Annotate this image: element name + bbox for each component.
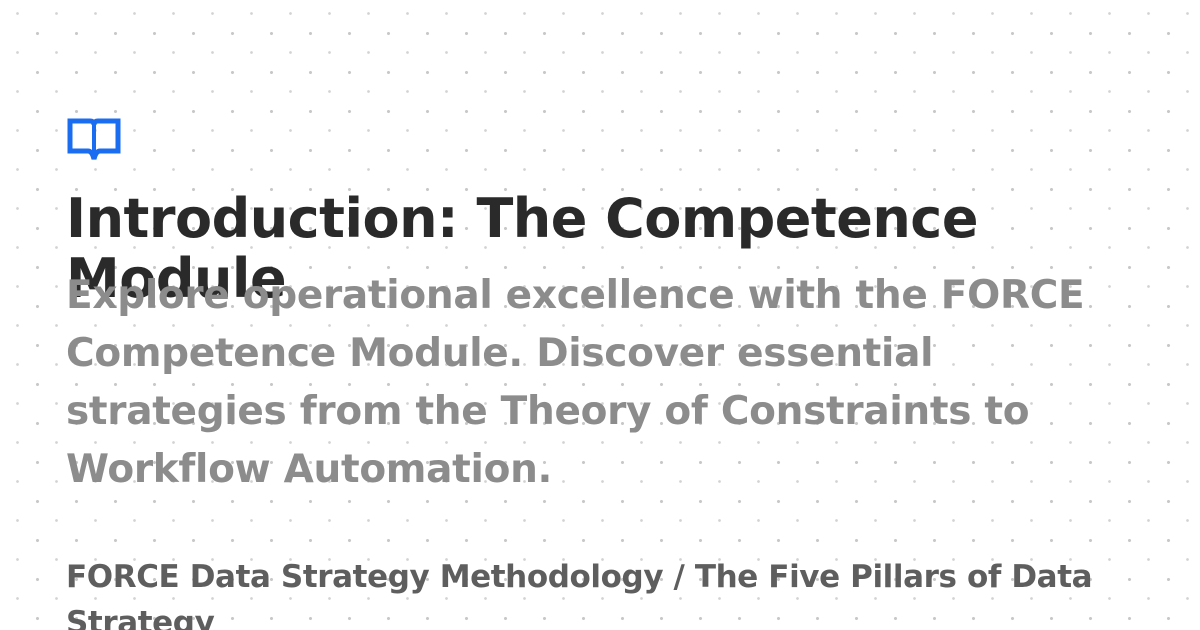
card-content: Introduction: The Competence Module Expl… bbox=[66, 117, 1146, 630]
breadcrumb: FORCE Data Strategy Methodology / The Fi… bbox=[66, 559, 1093, 630]
page-description: Explore operational excellence with the … bbox=[66, 273, 1085, 492]
open-book-icon bbox=[67, 118, 121, 160]
page-title: Introduction: The Competence Module bbox=[66, 187, 978, 310]
